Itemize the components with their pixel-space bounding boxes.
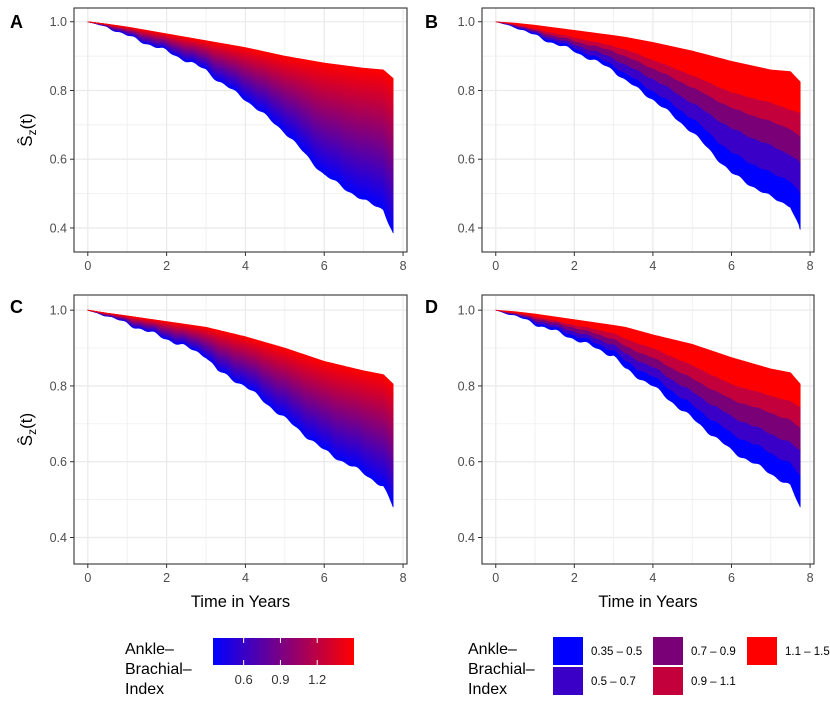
panel-D: 0 2 4 6 8 0.4 0.6 0.8 1.0 D Time in Years [425,294,815,611]
x-tick-label: 4 [242,571,249,585]
y-tick-label: 1.0 [50,15,67,29]
survival-band-slice [87,21,394,82]
x-tick-label: 8 [807,571,814,585]
legend-title-line-1: Ankle– [125,641,174,658]
legend-discrete-items: 0.35 – 0.5 0.5 – 0.7 0.7 – 0.9 0.9 – 1.1 1.1… [553,637,830,695]
y-tick-label: 0.4 [50,531,67,545]
x-tick-label: 8 [400,259,407,273]
legend-item-3: 0.7 – 0.9 [653,637,736,665]
legend-discrete-title-line-2: Brachial– [468,661,535,678]
y-tick-label: 1.0 [458,304,475,318]
legend-item-label: 0.9 – 1.1 [691,676,736,688]
x-tick-label: 2 [163,571,170,585]
x-tick-label: 0 [84,259,91,273]
y-tick-label: 1.0 [458,15,475,29]
panel-border [481,294,815,565]
survival-band-5 [495,309,801,408]
legend-item-5: 1.1 – 1.5 [747,637,830,665]
panel-label: A [10,12,23,32]
legend-swatch [653,637,683,665]
y-tick-label: 0.6 [458,153,475,167]
x-tick-label: 2 [163,259,170,273]
panel-A: 0 2 4 6 8 0.4 0.6 0.8 1.0 A Ŝz(t) [10,7,408,273]
y-axis-label: Ŝz(t) [17,413,39,446]
panel-C: 0 2 4 6 8 0.4 0.6 0.8 1.0 C Ŝz(t) Time in Years [10,294,408,611]
x-tick-label: 0 [492,259,499,273]
y-tick-label: 0.8 [458,84,475,98]
x-axis-label: Time in Years [191,593,290,611]
legend-item-2: 0.5 – 0.7 [553,667,636,695]
panel-label: B [425,12,438,32]
legend-item-4: 0.9 – 1.1 [653,667,736,695]
legend-item-1: 0.35 – 0.5 [553,637,642,665]
panel-border [73,7,408,253]
legend-title-line-2: Brachial– [125,661,192,678]
colorbar-tick-label: 1.2 [308,672,326,687]
x-tick-label: 0 [84,571,91,585]
y-tick-label: 0.6 [50,153,67,167]
legend-discrete-title-line-1: Ankle– [468,641,517,658]
colorbar-tick-label: 0.6 [235,672,253,687]
panel-border [481,7,815,253]
x-tick-label: 6 [321,571,328,585]
y-tick-label: 0.4 [458,221,475,235]
x-tick-label: 8 [400,571,407,585]
x-tick-label: 0 [492,571,499,585]
y-tick-label: 0.8 [458,379,475,393]
x-tick-label: 4 [242,259,249,273]
x-tick-label: 6 [321,259,328,273]
x-tick-label: 4 [649,259,656,273]
y-tick-label: 0.4 [50,221,67,235]
survival-band-slice [87,309,394,387]
x-tick-label: 8 [807,259,814,273]
y-tick-label: 1.0 [50,304,67,318]
panel-B: 0 2 4 6 8 0.4 0.6 0.8 1.0 B [425,7,815,273]
legend-item-label: 0.7 – 0.9 [691,646,736,658]
x-tick-label: 2 [571,259,578,273]
colorbar-tick-label: 0.9 [271,672,289,687]
legend-item-label: 0.5 – 0.7 [591,676,636,688]
y-tick-label: 0.8 [50,379,67,393]
panels-group: 0 2 4 6 8 0.4 0.6 0.8 1.0 A Ŝz(t) 0 2 4 6 8 0.4 0.6 0.8 1.0… [10,7,815,611]
legend-swatch [653,667,683,695]
x-tick-label: 6 [728,571,735,585]
y-axis-label: Ŝz(t) [17,113,39,146]
x-tick-label: 4 [649,571,656,585]
legend-colorbar [213,638,354,665]
legend-discrete: Ankle– Brachial– Index 0.35 – 0.5 0.5 – 0… [468,637,830,698]
legend-discrete-title-line-3: Index [468,681,507,698]
legend-title-line-3: Index [125,681,164,698]
legend-swatch [553,667,583,695]
legend-swatch [553,637,583,665]
y-tick-label: 0.6 [458,455,475,469]
y-tick-label: 0.4 [458,531,475,545]
panel-label: C [10,297,23,317]
legend-swatch [747,637,777,665]
y-tick-label: 0.6 [50,455,67,469]
panel-border [73,294,408,565]
x-axis-label: Time in Years [598,593,697,611]
x-tick-label: 2 [571,571,578,585]
legend-continuous: Ankle– Brachial– Index 0.6 0.9 1.2 [125,638,354,698]
panel-label: D [425,297,438,317]
survival-band-5 [495,21,801,114]
x-tick-label: 6 [728,259,735,273]
legend-item-label: 0.35 – 0.5 [591,646,642,658]
legend-colorbar-ticks: 0.6 0.9 1.2 [235,638,326,687]
legend-item-label: 1.1 – 1.5 [785,646,830,658]
y-tick-label: 0.8 [50,84,67,98]
